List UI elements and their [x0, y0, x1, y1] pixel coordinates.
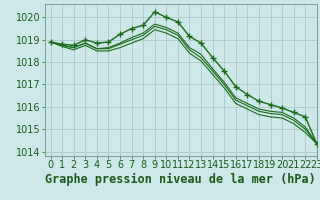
X-axis label: Graphe pression niveau de la mer (hPa): Graphe pression niveau de la mer (hPa) — [45, 173, 316, 186]
